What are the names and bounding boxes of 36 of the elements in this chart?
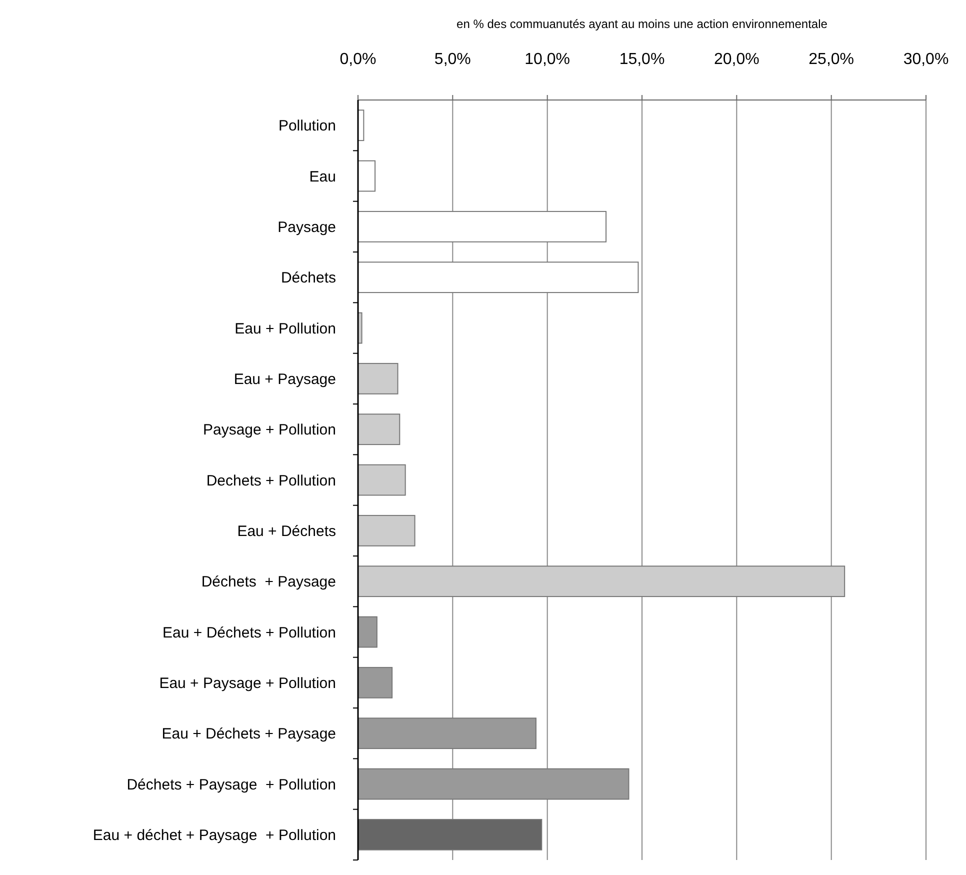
y-tick-label: Eau + Pollution [234, 320, 336, 338]
bar [358, 666, 393, 698]
x-tick-label: 0,0% [340, 51, 376, 68]
bar [358, 768, 630, 800]
bar [358, 718, 536, 750]
y-tick-label: Eau + Paysage + Pollution [159, 674, 336, 692]
x-axis-title: en % des commuanutés ayant au moins une action environnementale [456, 17, 828, 31]
bar [358, 414, 400, 446]
bar [358, 210, 607, 242]
y-tick-label: Déchets [280, 270, 336, 287]
bar [358, 160, 376, 192]
bar [358, 362, 398, 394]
x-tick-label: 5,0% [434, 51, 471, 68]
x-tick-label: 30,0% [903, 51, 949, 68]
y-tick-label: Eau [309, 168, 336, 186]
y-tick-label: Paysage + Pollution [202, 422, 336, 439]
bar [358, 464, 406, 496]
x-tick-label: 15,0% [619, 51, 665, 68]
x-tick-label: 25,0% [808, 51, 854, 68]
y-tick-label: Pollution [278, 118, 336, 135]
x-tick-label: 10,0% [524, 51, 570, 68]
y-tick-label: Eau + Paysage [234, 370, 336, 388]
y-tick-label: Déchets + Paysage + Pollution [126, 776, 336, 794]
x-tick-label: 20,0% [714, 51, 760, 68]
bar [358, 818, 542, 850]
y-tick-label: Eau + Déchets + Pollution [162, 624, 336, 642]
y-tick-label: Déchets + Paysage [201, 574, 336, 591]
y-tick-label: Paysage [278, 218, 336, 236]
y-tick-label: Eau + Déchets + Paysage [162, 726, 336, 743]
y-tick-label: Dechets + Pollution [206, 472, 336, 490]
bar [358, 616, 378, 648]
bar [358, 514, 416, 546]
y-tick-label: Eau + Déchets [237, 522, 336, 540]
bar [358, 262, 639, 294]
bar [358, 566, 846, 598]
y-tick-label: Eau + déchet + Paysage + Pollution [92, 826, 336, 844]
